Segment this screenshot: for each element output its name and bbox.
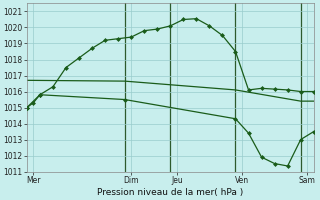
X-axis label: Pression niveau de la mer( hPa ): Pression niveau de la mer( hPa ) xyxy=(97,188,244,197)
